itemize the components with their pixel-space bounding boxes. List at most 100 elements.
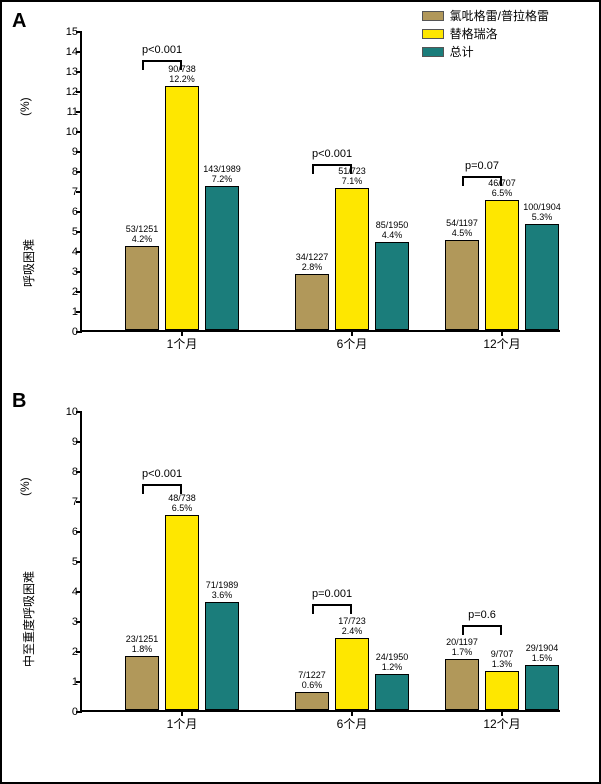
- comparison-bracket: [462, 176, 502, 178]
- y-tick: 4: [44, 586, 78, 598]
- bar-value-label: 48/7386.5%: [159, 493, 205, 513]
- bar: [485, 671, 519, 710]
- y-tick-mark: [76, 251, 82, 253]
- y-tick: 10: [44, 406, 78, 418]
- y-tick: 6: [44, 526, 78, 538]
- y-tick-mark: [76, 91, 82, 93]
- y-tick-mark: [76, 621, 82, 623]
- x-category-label: 6个月: [337, 715, 368, 732]
- bar: [445, 659, 479, 710]
- legend-swatch-0: [422, 11, 444, 21]
- y-tick-mark: [76, 651, 82, 653]
- p-value-label: p=0.07: [462, 160, 502, 172]
- y-tick: 9: [44, 436, 78, 448]
- bar-value-label: 23/12511.8%: [119, 634, 165, 654]
- y-tick-mark: [76, 151, 82, 153]
- comparison-bracket: [312, 604, 352, 606]
- bar-value-label: 85/19504.4%: [369, 220, 415, 240]
- bar: [375, 242, 409, 330]
- y-tick-mark: [76, 711, 82, 713]
- y-tick-mark: [76, 311, 82, 313]
- y-tick: 14: [44, 46, 78, 58]
- y-tick: 9: [44, 146, 78, 158]
- panel-letter: B: [12, 390, 26, 413]
- x-category-label: 1个月: [167, 715, 198, 732]
- x-tick-mark: [181, 330, 183, 336]
- bar-value-label: 24/19501.2%: [369, 652, 415, 672]
- y-tick-mark: [76, 681, 82, 683]
- bar-value-label: 90/73812.2%: [159, 64, 205, 84]
- plot-area: 012345678910111213141553/12514.2%90/7381…: [80, 32, 560, 332]
- figure-frame: 氯吡格雷/普拉格雷 替格瑞洛 总计 A012345678910111213141…: [0, 0, 601, 784]
- p-value-label: p<0.001: [142, 44, 182, 56]
- bar: [525, 224, 559, 330]
- y-tick: 0: [44, 706, 78, 718]
- p-value-label: p<0.001: [312, 148, 352, 160]
- y-tick-mark: [76, 531, 82, 533]
- x-tick-mark: [351, 710, 353, 716]
- y-tick-mark: [76, 111, 82, 113]
- bar: [205, 602, 239, 710]
- comparison-bracket: [312, 164, 352, 166]
- x-tick-mark: [181, 710, 183, 716]
- y-axis-label: 呼吸困难: [20, 239, 37, 287]
- legend-label-0: 氯吡格雷/普拉格雷: [450, 8, 549, 24]
- bar: [375, 674, 409, 710]
- y-tick-mark: [76, 31, 82, 33]
- bar-value-label: 46/7076.5%: [479, 178, 525, 198]
- y-tick: 5: [44, 556, 78, 568]
- bar: [165, 515, 199, 710]
- x-category-label: 12个月: [483, 335, 520, 352]
- y-tick: 4: [44, 246, 78, 258]
- bar: [335, 638, 369, 710]
- y-tick-mark: [76, 191, 82, 193]
- y-tick-mark: [76, 591, 82, 593]
- y-tick-mark: [76, 231, 82, 233]
- bar-value-label: 100/19045.3%: [519, 202, 565, 222]
- p-value-label: p=0.001: [312, 588, 352, 600]
- y-tick: 8: [44, 466, 78, 478]
- y-tick: 0: [44, 326, 78, 338]
- bar: [205, 186, 239, 330]
- y-tick-mark: [76, 501, 82, 503]
- y-tick-mark: [76, 171, 82, 173]
- bar-value-label: 54/11974.5%: [439, 218, 485, 238]
- y-tick: 5: [44, 226, 78, 238]
- bar: [445, 240, 479, 330]
- y-tick-mark: [76, 411, 82, 413]
- x-category-label: 6个月: [337, 335, 368, 352]
- bar: [125, 246, 159, 330]
- y-tick: 7: [44, 186, 78, 198]
- y-tick: 12: [44, 86, 78, 98]
- y-tick: 13: [44, 66, 78, 78]
- comparison-bracket: [462, 625, 502, 627]
- y-tick: 1: [44, 306, 78, 318]
- y-tick: 15: [44, 26, 78, 38]
- plot-area: 01234567891023/12511.8%48/7386.5%71/1989…: [80, 412, 560, 712]
- bar-value-label: 29/19041.5%: [519, 643, 565, 663]
- y-unit-label: (%): [18, 477, 32, 496]
- bar-value-label: 17/7232.4%: [329, 616, 375, 636]
- y-tick-mark: [76, 471, 82, 473]
- y-tick-mark: [76, 561, 82, 563]
- bar-value-label: 51/7237.1%: [329, 166, 375, 186]
- panel-letter: A: [12, 10, 26, 33]
- y-tick-mark: [76, 211, 82, 213]
- y-tick-mark: [76, 271, 82, 273]
- y-tick-mark: [76, 71, 82, 73]
- bar: [295, 274, 329, 330]
- y-tick: 3: [44, 616, 78, 628]
- y-tick-mark: [76, 441, 82, 443]
- x-tick-mark: [351, 330, 353, 336]
- y-tick: 10: [44, 126, 78, 138]
- bar-value-label: 34/12272.8%: [289, 252, 335, 272]
- y-tick: 11: [44, 106, 78, 118]
- p-value-label: p<0.001: [142, 468, 182, 480]
- y-tick-mark: [76, 131, 82, 133]
- y-tick-mark: [76, 331, 82, 333]
- y-tick: 6: [44, 206, 78, 218]
- bar: [165, 86, 199, 330]
- bar: [295, 692, 329, 710]
- y-tick-mark: [76, 291, 82, 293]
- y-tick: 8: [44, 166, 78, 178]
